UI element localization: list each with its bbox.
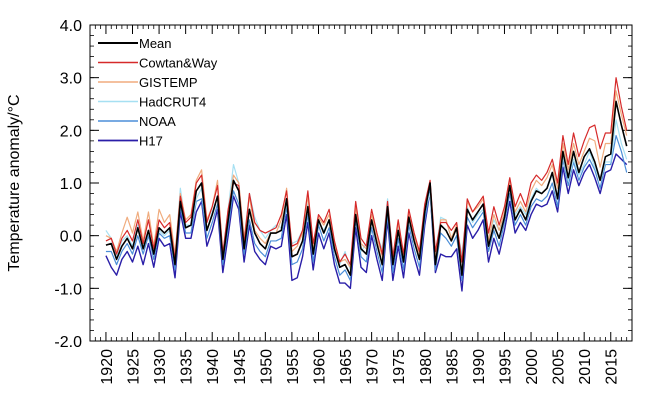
x-tick-label: 1945: [232, 349, 249, 385]
y-axis: -2.0 -1.0 0.0 1.0 2.0 3.0 4.0: [54, 18, 632, 351]
x-tick-label: 1990: [471, 349, 488, 385]
plot-frame: [89, 24, 633, 342]
x-tick-label: 1985: [444, 349, 461, 385]
y-axis-title: Temperature anomaly/°C: [6, 94, 23, 271]
x-tick-label: 1950: [258, 349, 275, 385]
x-tick-label: 1935: [179, 349, 196, 385]
series-line-mean: [105, 100, 628, 276]
x-tick-label: 1965: [338, 349, 355, 385]
x-tick-label: 2000: [524, 349, 541, 385]
legend-label: NOAA: [139, 114, 176, 129]
x-tick-label: 1955: [285, 349, 302, 385]
x-tick-label: 1995: [497, 349, 514, 385]
legend-label: H17: [139, 134, 163, 149]
x-tick-label: 1925: [126, 349, 143, 385]
series-lines: [105, 77, 628, 292]
y-tick-label: 3.0: [60, 71, 82, 88]
x-axis: 1920 1925 1930 1935 1940 1945 1950 1955 1960 1965…: [89, 25, 633, 385]
legend-label: HadCRUT4: [139, 95, 206, 110]
x-tick-label: 1970: [365, 349, 382, 385]
y-tick-label: 0.0: [60, 229, 82, 246]
series-line-h17: [105, 153, 628, 292]
x-tick-label: 2015: [604, 349, 621, 385]
x-tick-label: 1960: [311, 349, 328, 385]
x-tick-label: 2010: [577, 349, 594, 385]
legend-label: GISTEMP: [139, 75, 198, 90]
y-tick-label: 4.0: [60, 18, 82, 35]
legend-label: Cowtan&Way: [139, 56, 218, 71]
x-tick-label: 1920: [99, 349, 116, 385]
legend-label: Mean: [139, 36, 172, 51]
x-tick-label: 2005: [551, 349, 568, 385]
x-tick-label: 1980: [418, 349, 435, 385]
y-tick-label: -1.0: [54, 281, 82, 298]
x-tick-label: 1930: [152, 349, 169, 385]
y-tick-label: -2.0: [54, 334, 82, 351]
x-tick-label: 1975: [391, 349, 408, 385]
series-line-noaa: [105, 135, 628, 282]
x-tick-label: 1940: [205, 349, 222, 385]
series-line-cowtan-way: [105, 77, 628, 266]
legend: Mean Cowtan&Way GISTEMP HadCRUT4 NOAA H17: [98, 36, 218, 149]
y-tick-label: 1.0: [60, 176, 82, 193]
y-tick-label: 2.0: [60, 123, 82, 140]
